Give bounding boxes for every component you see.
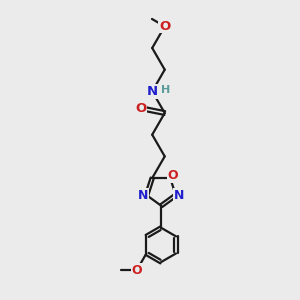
Text: N: N [174, 189, 184, 202]
Text: N: N [138, 189, 148, 202]
Text: N: N [147, 85, 158, 98]
Text: O: O [136, 102, 147, 115]
Text: O: O [159, 20, 170, 33]
Text: O: O [167, 169, 178, 182]
Text: H: H [161, 85, 170, 95]
Text: O: O [131, 263, 142, 277]
